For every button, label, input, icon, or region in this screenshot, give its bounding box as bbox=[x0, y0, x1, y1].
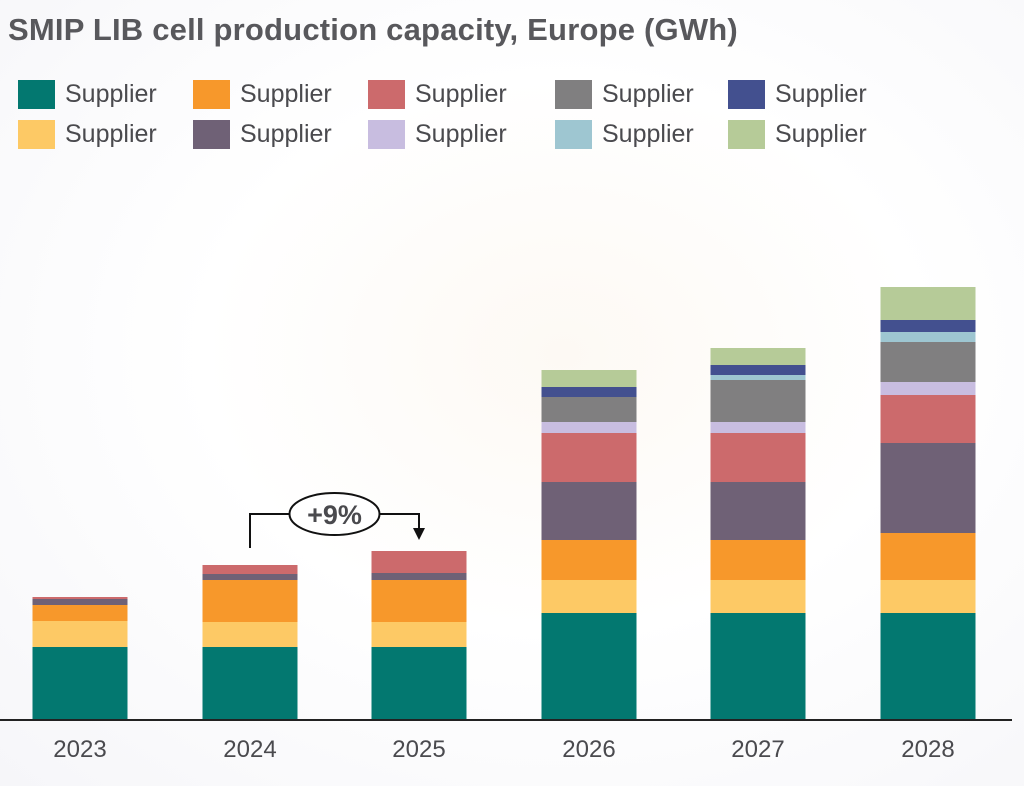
bar-stack-2023 bbox=[32, 597, 128, 720]
legend-label: Supplier bbox=[775, 120, 867, 148]
bar-segment bbox=[541, 433, 637, 482]
legend-swatch bbox=[728, 120, 765, 149]
bar-segment bbox=[880, 443, 976, 533]
bar-segment bbox=[202, 580, 298, 622]
legend-label: Supplier bbox=[65, 120, 157, 148]
chart-title: SMIP LIB cell production capacity, Europ… bbox=[8, 12, 738, 47]
legend-item: Supplier bbox=[193, 120, 332, 149]
bar-segment bbox=[880, 395, 976, 443]
x-tick-label: 2025 bbox=[392, 736, 445, 763]
bar-segment bbox=[371, 580, 467, 622]
bar-segment bbox=[371, 573, 467, 580]
annotation-ellipse bbox=[288, 492, 381, 536]
legend-item: Supplier bbox=[728, 80, 867, 109]
bar-segment bbox=[710, 375, 806, 380]
legend-item: Supplier bbox=[555, 80, 694, 109]
legend-label: Supplier bbox=[65, 80, 157, 108]
legend-swatch bbox=[555, 80, 592, 109]
growth-annotation: +9% bbox=[249, 492, 425, 548]
legend-item: Supplier bbox=[368, 120, 507, 149]
bar-segment bbox=[880, 613, 976, 720]
legend-label: Supplier bbox=[240, 80, 332, 108]
legend-label: Supplier bbox=[240, 120, 332, 148]
bars-layer bbox=[32, 287, 976, 720]
bar-segment bbox=[371, 551, 467, 573]
bar-stack-2024 bbox=[202, 565, 298, 720]
bar-segment bbox=[880, 382, 976, 395]
bar-segment bbox=[202, 574, 298, 580]
bar-stack-2028 bbox=[880, 287, 976, 720]
legend-swatch bbox=[555, 120, 592, 149]
bar-stack-2026 bbox=[541, 370, 637, 720]
bar-segment bbox=[202, 647, 298, 720]
bar-segment bbox=[710, 380, 806, 422]
bar-segment bbox=[371, 622, 467, 647]
x-tick-label: 2023 bbox=[53, 736, 106, 763]
x-tick-label: 2026 bbox=[562, 736, 615, 763]
bar-segment bbox=[710, 422, 806, 433]
legend-swatch bbox=[368, 120, 405, 149]
legend: Supplier Supplier Supplier Supplier Supplier… bbox=[0, 0, 1024, 160]
legend-item: Supplier bbox=[193, 80, 332, 109]
bar-segment bbox=[710, 482, 806, 540]
bar-segment bbox=[541, 613, 637, 720]
bar-segment bbox=[880, 332, 976, 342]
bar-segment bbox=[541, 422, 637, 433]
bar-segment bbox=[710, 580, 806, 613]
legend-item: Supplier bbox=[555, 120, 694, 149]
bar-segment bbox=[710, 348, 806, 365]
x-tick-label: 2024 bbox=[223, 736, 276, 763]
bar-segment bbox=[541, 482, 637, 540]
legend-swatch bbox=[728, 80, 765, 109]
bar-segment bbox=[32, 647, 128, 720]
bar-stack-2027 bbox=[710, 348, 806, 720]
legend-swatch bbox=[18, 120, 55, 149]
bar-segment bbox=[32, 605, 128, 621]
bar-segment bbox=[32, 597, 128, 599]
bar-segment bbox=[202, 565, 298, 574]
bar-segment bbox=[880, 287, 976, 320]
bar-segment bbox=[32, 621, 128, 647]
bar-segment bbox=[541, 370, 637, 387]
bar-segment bbox=[880, 320, 976, 332]
legend-item: Supplier bbox=[18, 120, 157, 149]
bar-segment bbox=[880, 580, 976, 613]
bar-segment bbox=[710, 365, 806, 375]
annotation-label: +9% bbox=[307, 500, 362, 530]
legend-item: Supplier bbox=[18, 80, 157, 109]
x-tick-label: 2027 bbox=[731, 736, 784, 763]
bar-segment bbox=[880, 342, 976, 382]
x-tick-label: 2028 bbox=[901, 736, 954, 763]
annotation-bracket bbox=[249, 513, 420, 548]
bar-segment bbox=[710, 433, 806, 482]
legend-item: Supplier bbox=[368, 80, 507, 109]
arrow-down-icon bbox=[413, 528, 425, 540]
bar-segment bbox=[371, 647, 467, 720]
legend-label: Supplier bbox=[415, 80, 507, 108]
legend-swatch bbox=[18, 80, 55, 109]
bar-stack-2025 bbox=[371, 551, 467, 720]
legend-label: Supplier bbox=[415, 120, 507, 148]
legend-item: Supplier bbox=[728, 120, 867, 149]
bar-segment bbox=[541, 397, 637, 422]
bar-segment bbox=[880, 533, 976, 580]
bar-segment bbox=[32, 599, 128, 605]
bar-segment bbox=[541, 387, 637, 397]
bar-segment bbox=[710, 540, 806, 580]
legend-swatch bbox=[193, 80, 230, 109]
legend-label: Supplier bbox=[602, 80, 694, 108]
bar-segment bbox=[541, 580, 637, 613]
bar-segment bbox=[541, 540, 637, 580]
bar-segment bbox=[202, 622, 298, 647]
legend-label: Supplier bbox=[775, 80, 867, 108]
category-labels: 2023 2024 2025 2026 2027 2028 bbox=[53, 736, 954, 763]
legend-label: Supplier bbox=[602, 120, 694, 148]
bar-segment bbox=[710, 613, 806, 720]
legend-swatch bbox=[368, 80, 405, 109]
legend-swatch bbox=[193, 120, 230, 149]
